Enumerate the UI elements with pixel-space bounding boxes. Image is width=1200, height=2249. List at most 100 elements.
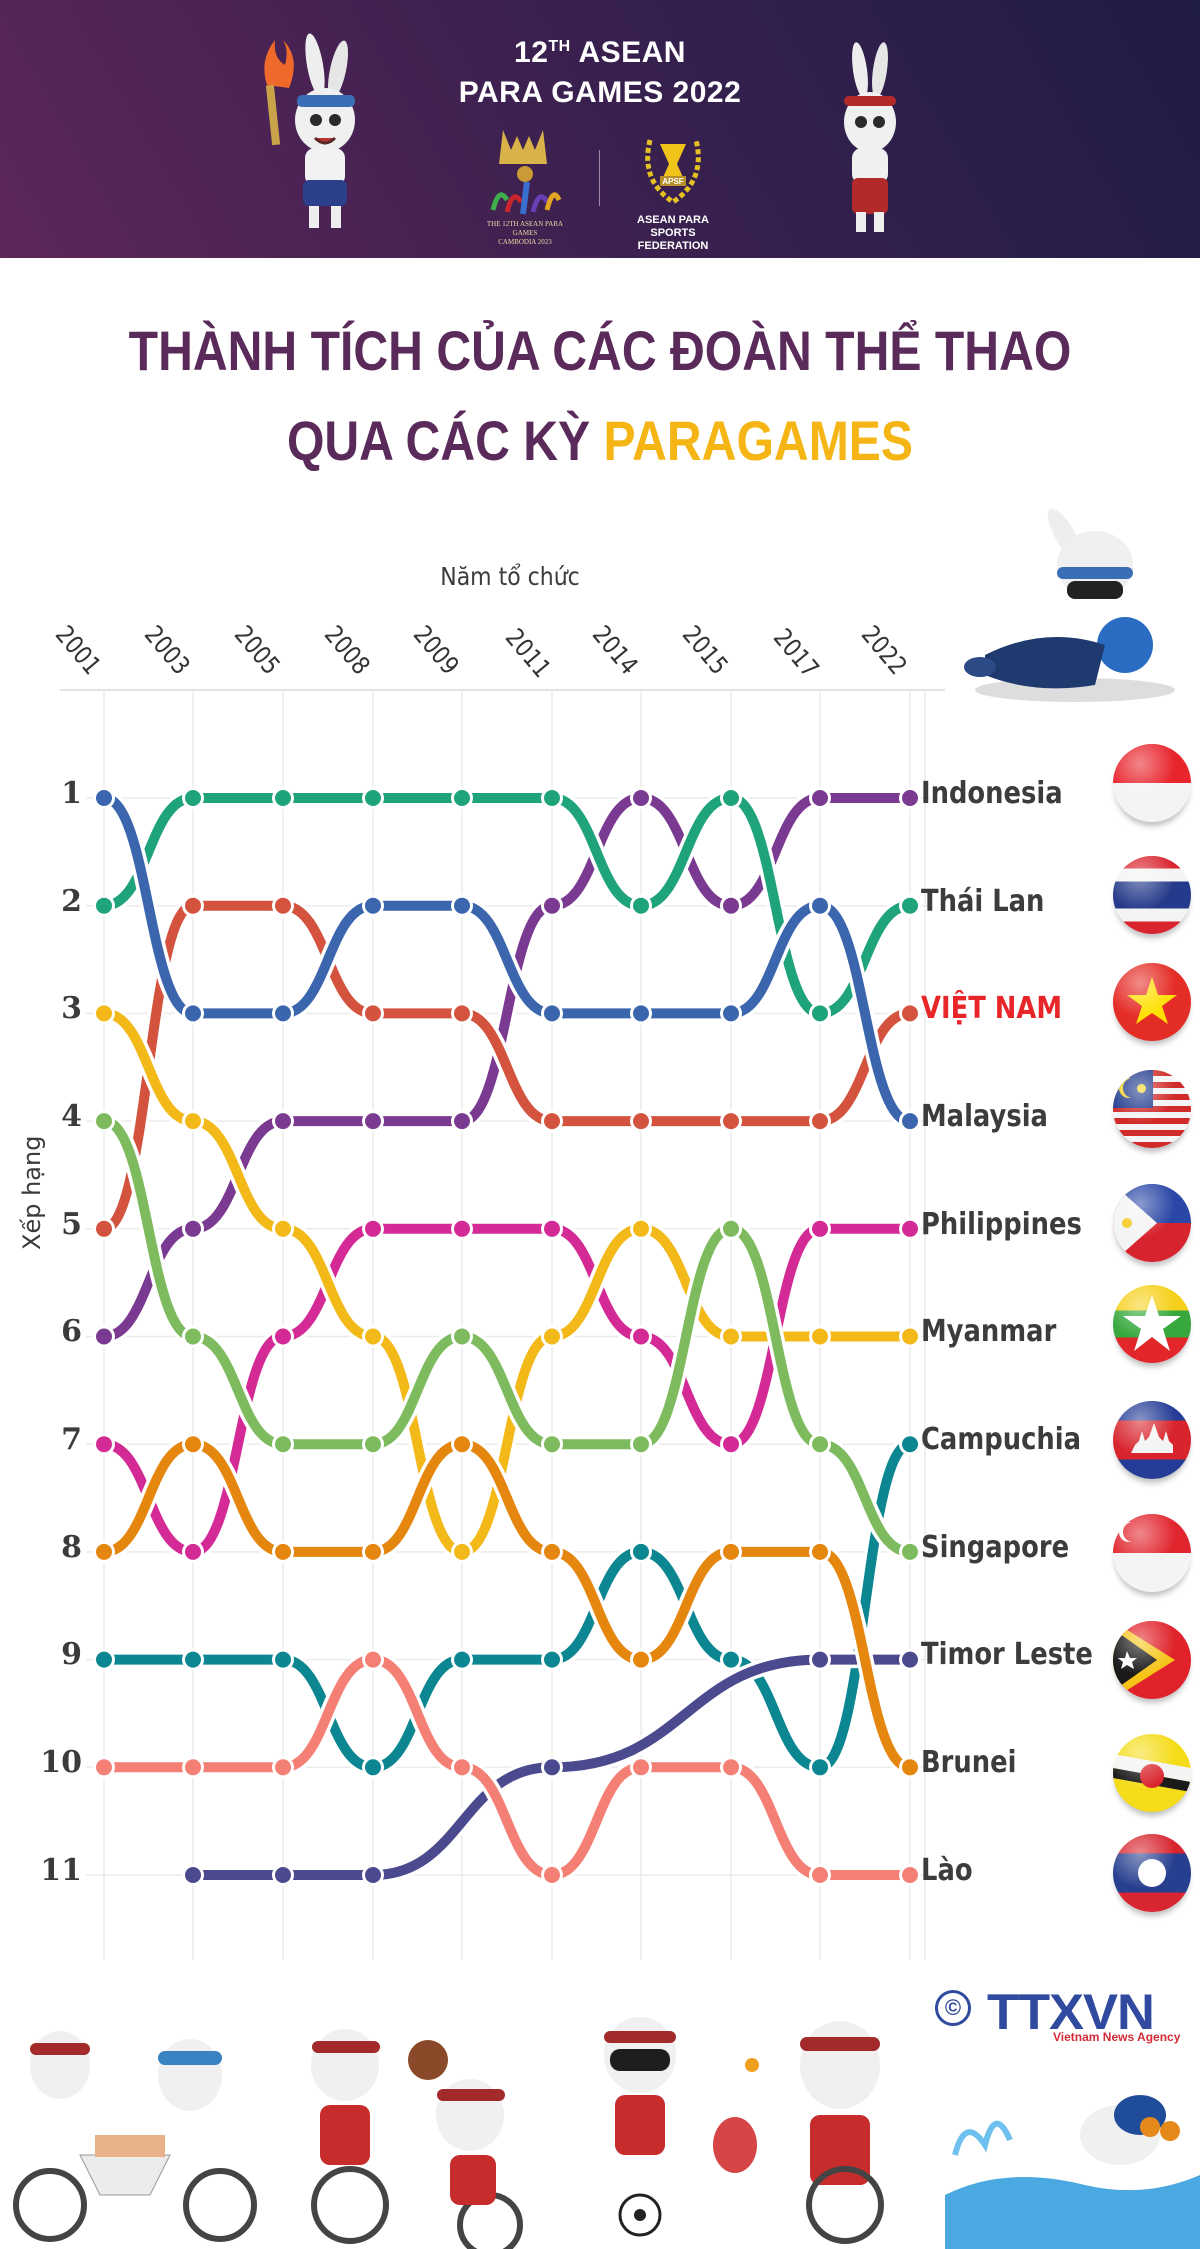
data-point	[96, 1651, 112, 1668]
label-thailand: Thái Lan	[921, 884, 1045, 919]
data-point	[275, 1543, 291, 1560]
data-point	[185, 1436, 201, 1453]
data-point	[275, 1759, 291, 1776]
y-tick-8: 8	[61, 1530, 82, 1565]
data-point	[633, 897, 649, 914]
data-point	[454, 1328, 470, 1345]
data-point	[454, 1005, 470, 1022]
data-point	[275, 897, 291, 914]
data-point	[275, 1436, 291, 1453]
malaysia-flag-icon	[1113, 1070, 1191, 1148]
data-point	[454, 1220, 470, 1237]
label-laos: Lào	[921, 1853, 973, 1888]
data-point	[902, 897, 918, 914]
y-tick-5: 5	[61, 1207, 82, 1242]
data-point	[275, 1867, 291, 1883]
data-point	[902, 1543, 918, 1560]
data-point	[185, 1759, 201, 1776]
data-point	[365, 1436, 381, 1453]
data-point	[96, 790, 112, 806]
data-point	[454, 897, 470, 914]
data-point	[812, 1543, 828, 1560]
data-point	[633, 1328, 649, 1345]
data-point	[633, 1436, 649, 1453]
data-point	[723, 790, 739, 806]
event-title-line1: 12TH ASEAN	[514, 36, 686, 69]
data-point	[544, 1328, 560, 1345]
data-point	[633, 790, 649, 806]
data-point	[812, 1651, 828, 1668]
data-point	[365, 1543, 381, 1560]
data-point	[275, 790, 291, 806]
series-line	[99, 1439, 915, 1773]
chart-series-points	[93, 787, 921, 1886]
data-point	[812, 1867, 828, 1883]
page-title-accent: PARAGAMES	[603, 409, 914, 472]
data-point	[185, 1867, 201, 1883]
laos-flag-icon	[1113, 1834, 1191, 1912]
data-point	[365, 1113, 381, 1130]
data-point	[96, 1113, 112, 1130]
data-point	[812, 1220, 828, 1237]
data-point	[544, 1220, 560, 1237]
data-point	[96, 1543, 112, 1560]
data-point	[812, 1113, 828, 1130]
y-tick-3: 3	[61, 991, 82, 1026]
series-line	[99, 793, 915, 1127]
data-point	[812, 790, 828, 806]
data-point	[185, 1005, 201, 1022]
vietnam-flag-icon	[1113, 963, 1191, 1041]
data-point	[812, 1005, 828, 1022]
ttxvn-subtitle: Vietnam News Agency	[1053, 2030, 1181, 2044]
data-point	[544, 1113, 560, 1130]
ttxvn-wordmark: TTXVN	[987, 1984, 1155, 2040]
mascot-swimming-icon	[945, 2095, 1200, 2249]
y-tick-6: 6	[61, 1314, 82, 1349]
y-tick-10: 10	[40, 1745, 82, 1780]
data-point	[633, 1759, 649, 1776]
data-point	[185, 897, 201, 914]
y-tick-1: 1	[61, 776, 82, 811]
data-point	[902, 1113, 918, 1130]
copyright-icon: ©	[935, 1990, 971, 2026]
y-tick-4: 4	[61, 1099, 82, 1134]
myanmar-flag-icon	[1113, 1285, 1191, 1363]
footer-mascots-illustration	[13, 2017, 1200, 2249]
header-banner: 12TH ASEAN PARA GAMES 2022	[0, 0, 1200, 258]
data-point	[185, 1651, 201, 1668]
data-point	[902, 1867, 918, 1883]
data-point	[96, 897, 112, 914]
apsf-logo: APSF ASEAN PARA SPORTS FEDERATION	[618, 130, 728, 252]
data-point	[544, 1651, 560, 1668]
data-point	[723, 1436, 739, 1453]
data-point	[902, 1005, 918, 1022]
data-point	[723, 1651, 739, 1668]
event-title-line2: PARA GAMES 2022	[458, 76, 742, 109]
timor-leste-flag-icon	[1113, 1621, 1191, 1699]
data-point	[275, 1005, 291, 1022]
data-point	[365, 1651, 381, 1668]
data-point	[633, 1651, 649, 1668]
ttxvn-logo: © TTXVN Vietnam News Agency	[935, 1984, 1185, 2045]
brunei-flag-icon	[1113, 1734, 1191, 1812]
mascot-football-icon	[604, 2017, 676, 2237]
y-tick-9: 9	[61, 1637, 82, 1672]
data-point	[454, 1651, 470, 1668]
data-point	[275, 1651, 291, 1668]
label-philippines: Philippines	[921, 1207, 1082, 1242]
data-point	[454, 1113, 470, 1130]
data-point	[454, 1759, 470, 1776]
label-vietnam: VIỆT NAM	[921, 991, 1063, 1026]
data-point	[365, 1328, 381, 1345]
label-timor-leste: Timor Leste	[921, 1637, 1093, 1672]
data-point	[723, 1113, 739, 1130]
series-line	[99, 1223, 915, 1557]
data-point	[185, 790, 201, 806]
label-singapore: Singapore	[921, 1530, 1070, 1565]
data-point	[812, 1759, 828, 1776]
data-point	[723, 1759, 739, 1776]
data-point	[365, 1005, 381, 1022]
data-point	[633, 1220, 649, 1237]
y-tick-7: 7	[61, 1422, 82, 1457]
cambodia-2023-logo: THE 12TH ASEAN PARA GAMES CAMBODIA 2023	[485, 130, 565, 246]
